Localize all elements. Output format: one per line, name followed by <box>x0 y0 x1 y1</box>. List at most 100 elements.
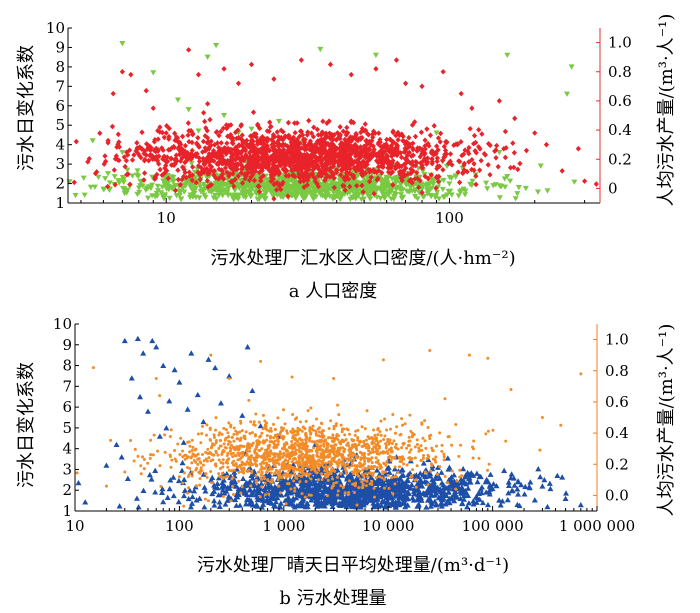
series-1-point <box>554 472 561 479</box>
series-1-point <box>239 412 246 418</box>
series-2-point <box>422 137 428 144</box>
series-1-point <box>416 479 423 485</box>
series-2-point <box>429 149 435 155</box>
series-2-point <box>292 129 298 136</box>
series-1-point <box>197 184 204 190</box>
series-2-point <box>359 125 365 132</box>
series-2-point <box>329 131 335 138</box>
series-2-point <box>414 148 420 154</box>
series-2-point <box>412 133 419 140</box>
series-2-point <box>375 163 382 170</box>
series-2-point <box>418 129 425 136</box>
series-2-point <box>294 448 298 452</box>
series-1-point <box>407 185 414 191</box>
series-2-point <box>368 142 374 148</box>
series-2-point <box>230 140 236 147</box>
series-2-point <box>244 137 250 144</box>
series-2-point <box>304 182 310 188</box>
series-2-point <box>443 151 450 157</box>
series-2-point <box>503 145 509 151</box>
series-1-point <box>233 502 240 508</box>
series-2-point <box>274 458 278 462</box>
series-2-point <box>195 71 202 78</box>
series-2-point <box>125 171 131 177</box>
series-2-point <box>278 127 284 134</box>
series-1-point <box>143 185 150 192</box>
series-2-point <box>438 130 444 137</box>
series-1-point <box>103 462 110 468</box>
series-1-point <box>202 488 209 494</box>
series-2-point <box>427 132 434 139</box>
series-2-point <box>343 132 349 138</box>
series-1-point <box>211 502 218 508</box>
series-1-point <box>200 181 207 188</box>
series-2-point <box>326 158 333 164</box>
series-2-point <box>237 470 241 474</box>
series-1-point <box>257 194 264 200</box>
series-2-point <box>389 153 395 160</box>
series-1-point <box>521 491 528 497</box>
series-2-point <box>313 154 319 161</box>
series-1-point <box>402 503 409 510</box>
series-2-point <box>350 461 354 465</box>
series-2-point <box>159 484 163 488</box>
series-2-point <box>370 152 377 159</box>
series-2-point <box>228 122 234 128</box>
series-2-point <box>258 155 264 161</box>
series-2-point <box>220 125 226 132</box>
series-1-point <box>133 495 140 501</box>
series-1-point <box>360 500 367 506</box>
series-1-point <box>505 482 512 489</box>
series-2-point <box>264 152 270 158</box>
series-2-point <box>370 461 374 465</box>
series-1-point <box>209 474 216 480</box>
series-1-point <box>302 503 309 510</box>
series-1-point <box>370 185 377 191</box>
series-2-point <box>232 176 238 183</box>
series-2-point <box>259 139 265 146</box>
series-2-point <box>380 164 386 170</box>
series-2-point <box>207 182 213 189</box>
series-2-point <box>422 146 428 152</box>
series-2-point <box>244 430 248 434</box>
series-1-point <box>395 487 402 493</box>
series-2-point <box>291 145 297 152</box>
series-2-point <box>188 128 194 134</box>
series-2-point <box>510 140 516 146</box>
series-1-point <box>246 501 253 507</box>
series-2-point <box>346 170 352 176</box>
series-2-point <box>114 144 120 150</box>
series-2-point <box>365 409 369 413</box>
series-1-point <box>505 490 512 496</box>
series-2-point <box>333 167 339 174</box>
series-2-point <box>392 165 399 172</box>
series-1-point <box>337 489 344 495</box>
series-2-point <box>269 429 273 433</box>
series-2-point <box>253 423 257 427</box>
series-2-point <box>442 147 449 154</box>
series-2-point <box>384 463 388 467</box>
series-2-point <box>434 158 440 165</box>
series-2-point <box>478 157 484 164</box>
series-2-point <box>461 167 467 173</box>
series-1-point <box>353 188 360 195</box>
series-1-point <box>440 481 447 488</box>
series-2-point <box>315 132 321 138</box>
series-1-point <box>191 488 198 494</box>
series-1-point <box>388 196 395 202</box>
series-2-point <box>414 169 420 176</box>
series-2-point <box>458 139 464 145</box>
series-2-point <box>182 142 188 149</box>
series-2-point <box>442 458 446 462</box>
series-2-point <box>363 141 370 148</box>
series-2-point <box>205 139 212 145</box>
series-2-point <box>198 477 202 481</box>
series-2-point <box>369 131 376 138</box>
series-2-point <box>353 167 359 174</box>
series-2-point <box>441 143 447 150</box>
series-2-point <box>270 158 276 164</box>
series-1-point <box>185 495 192 502</box>
series-1-point <box>447 188 454 194</box>
series-1-point <box>396 186 403 192</box>
series-2-point <box>236 142 243 149</box>
